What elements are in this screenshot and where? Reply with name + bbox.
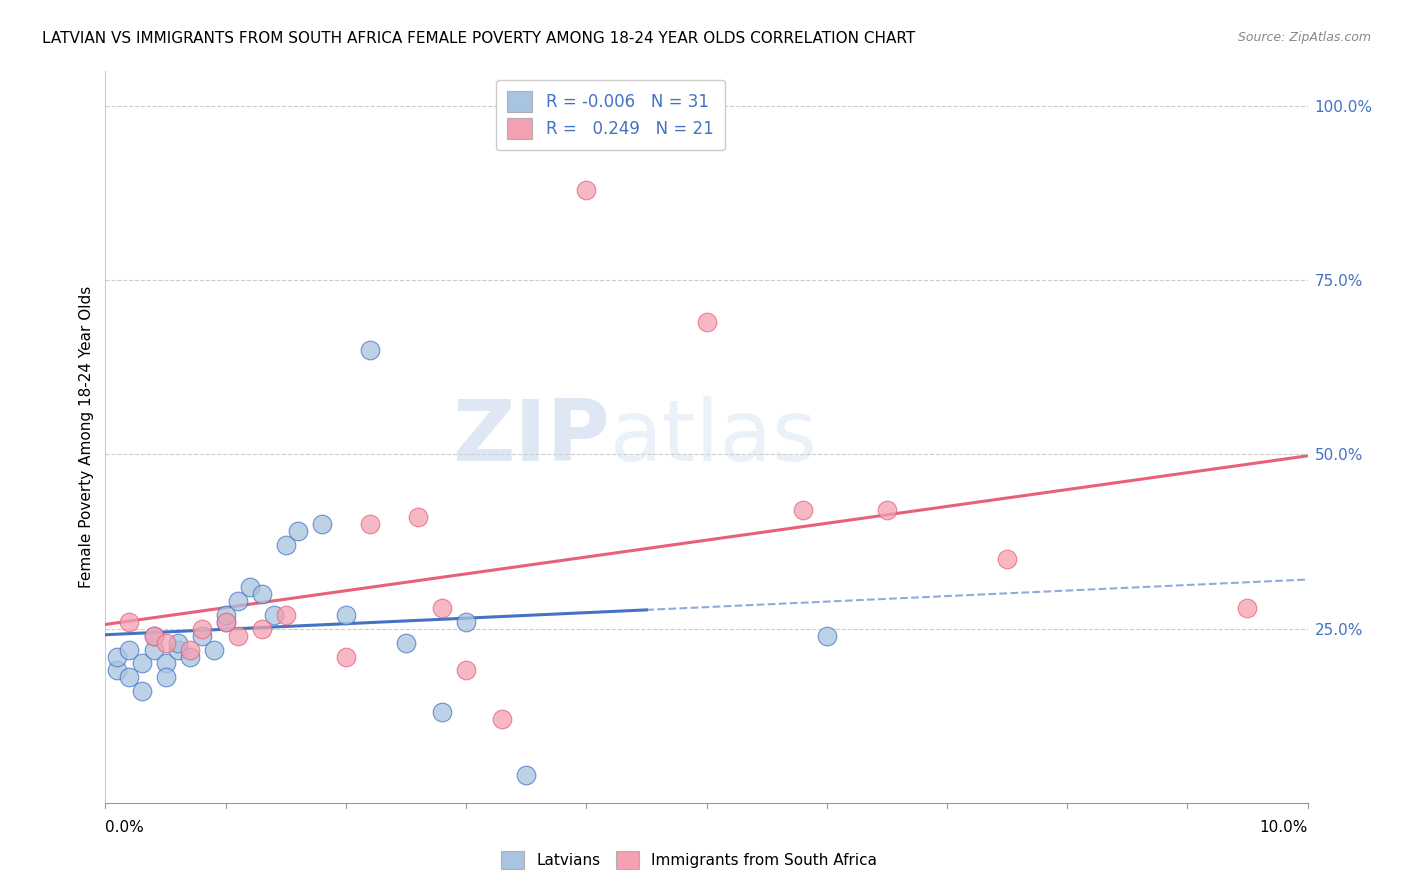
Point [226,594,249,608]
Point [250,587,273,601]
Point [696,315,718,329]
Point [142,642,165,657]
Text: Source: ZipAtlas.com: Source: ZipAtlas.com [1237,31,1371,45]
Point [118,642,141,657]
Text: LATVIAN VS IMMIGRANTS FROM SOUTH AFRICA FEMALE POVERTY AMONG 18-24 YEAR OLDS COR: LATVIAN VS IMMIGRANTS FROM SOUTH AFRICA … [42,31,915,46]
Point [155,657,177,671]
Point [214,607,236,622]
Point [287,524,309,538]
Point [274,538,297,552]
Point [214,615,236,629]
Point [190,629,212,643]
Point [107,664,129,678]
Point [166,635,188,649]
Point [118,670,141,684]
Point [239,580,262,594]
Point [214,615,236,629]
Legend: R = -0.006   N = 31, R =   0.249   N = 21: R = -0.006 N = 31, R = 0.249 N = 21 [496,79,725,151]
Point [311,517,333,532]
Point [107,649,129,664]
Point [202,642,225,657]
Point [142,629,165,643]
Point [179,642,201,657]
Legend: Latvians, Immigrants from South Africa: Latvians, Immigrants from South Africa [495,845,883,875]
Point [359,517,381,532]
Point [406,510,429,524]
Point [1236,600,1258,615]
Point [491,712,513,726]
Point [131,684,153,698]
Point [815,629,838,643]
Point [430,705,453,719]
Point [359,343,381,357]
Point [263,607,285,622]
Point [226,629,249,643]
Text: ZIP: ZIP [453,395,610,479]
Point [575,183,598,197]
Point [274,607,297,622]
Point [155,670,177,684]
Point [335,649,357,664]
Point [395,635,418,649]
Text: atlas: atlas [610,395,818,479]
Point [155,635,177,649]
Y-axis label: Female Poverty Among 18-24 Year Olds: Female Poverty Among 18-24 Year Olds [79,286,94,588]
Point [454,664,477,678]
Point [454,615,477,629]
Point [430,600,453,615]
Text: 10.0%: 10.0% [1260,821,1308,835]
Point [515,768,537,782]
Point [142,629,165,643]
Point [876,503,898,517]
Point [166,642,188,657]
Point [250,622,273,636]
Text: 0.0%: 0.0% [105,821,145,835]
Point [118,615,141,629]
Point [995,552,1018,566]
Point [335,607,357,622]
Point [131,657,153,671]
Point [179,649,201,664]
Point [792,503,814,517]
Point [190,622,212,636]
